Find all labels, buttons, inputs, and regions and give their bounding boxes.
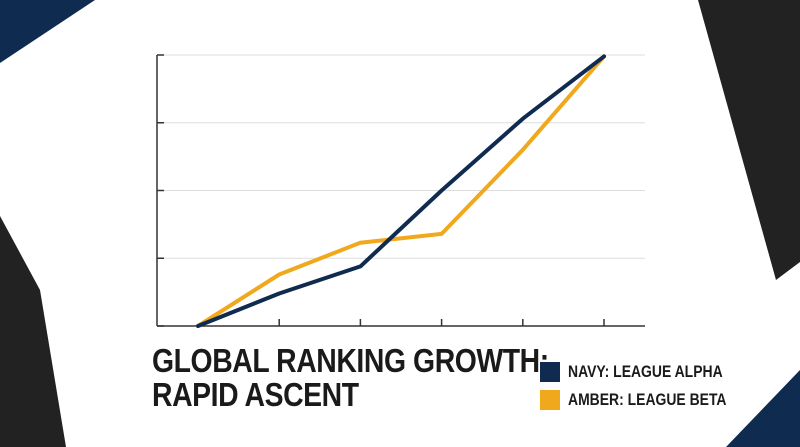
legend-swatch-amber bbox=[540, 390, 560, 410]
chart-title: GLOBAL RANKING GROWTH: RAPID ASCENT bbox=[152, 344, 549, 412]
legend-swatch-navy bbox=[540, 362, 560, 382]
series-line-1 bbox=[196, 54, 606, 328]
series-lines bbox=[196, 54, 606, 328]
left-dark-shape bbox=[0, 216, 66, 447]
legend-label-navy: NAVY: LEAGUE ALPHA bbox=[568, 362, 723, 381]
chart-title-line-2: RAPID ASCENT bbox=[152, 376, 359, 413]
axes bbox=[156, 54, 645, 327]
top-right-dark-shape bbox=[698, 0, 800, 280]
legend-label-amber: AMBER: LEAGUE BETA bbox=[568, 390, 727, 409]
grid-lines bbox=[157, 54, 645, 259]
chart-title-line-1: GLOBAL RANKING GROWTH: bbox=[152, 342, 549, 379]
top-left-navy-shape bbox=[0, 0, 95, 63]
bottom-right-navy-shape bbox=[726, 370, 800, 447]
legend-item-navy: NAVY: LEAGUE ALPHA bbox=[540, 361, 761, 383]
legend-item-amber: AMBER: LEAGUE BETA bbox=[540, 389, 761, 411]
series-line-0 bbox=[196, 54, 606, 328]
legend: NAVY: LEAGUE ALPHA AMBER: LEAGUE BETA bbox=[540, 361, 761, 417]
